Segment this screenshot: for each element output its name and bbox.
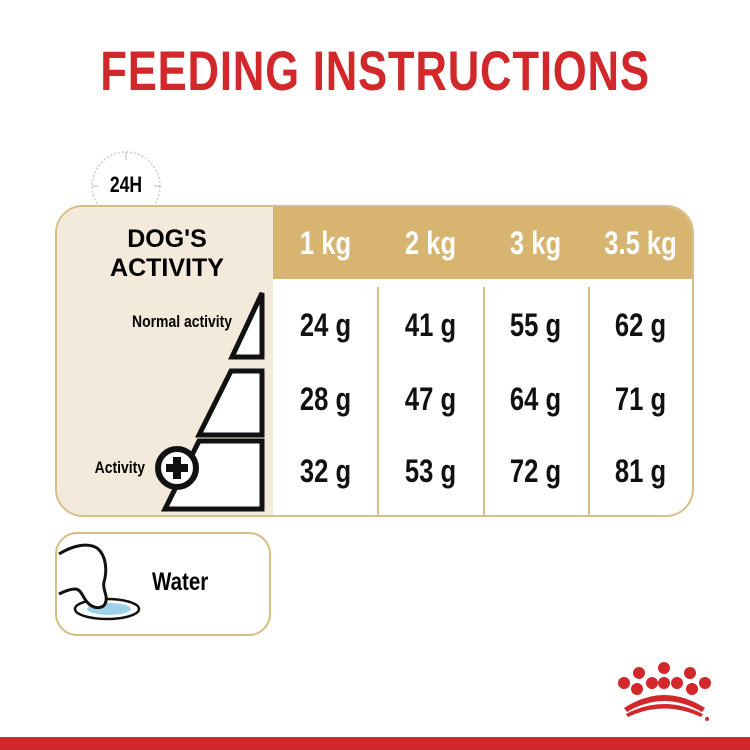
- column-divider: [588, 287, 590, 515]
- column-header: 1 kg: [299, 225, 352, 261]
- weight-header-row: [273, 207, 692, 279]
- water-label: Water: [152, 568, 209, 596]
- royal-canin-crown-logo: [618, 662, 711, 721]
- table-cell: 81 g: [614, 453, 667, 489]
- column-header: 3 kg: [509, 225, 562, 261]
- table-cell: 24 g: [299, 307, 352, 343]
- water-box: Water: [55, 532, 271, 636]
- feeding-table: DOG'S ACTIVITY Normal activity Activity …: [55, 205, 694, 517]
- page-title: FEEDING INSTRUCTIONS: [100, 39, 650, 102]
- activity-label-high: Activity: [94, 458, 145, 477]
- table-cell: 55 g: [509, 307, 562, 343]
- dog-drinking-icon: [58, 543, 141, 621]
- table-cell: 32 g: [299, 453, 352, 489]
- table-cell: 71 g: [614, 381, 667, 417]
- table-cell: 72 g: [509, 453, 562, 489]
- activity-label-normal: Normal activity: [132, 312, 232, 331]
- column-divider: [483, 287, 485, 515]
- table-cell: 28 g: [299, 381, 352, 417]
- column-header: 2 kg: [404, 225, 457, 261]
- column-header: 3.5 kg: [604, 225, 677, 261]
- clock-label: 24H: [109, 172, 143, 197]
- activity-pyramid-icon: [155, 291, 265, 512]
- table-cell: 41 g: [404, 307, 457, 343]
- footer-bar: [0, 737, 750, 750]
- table-cell: 53 g: [404, 453, 457, 489]
- table-cell: 47 g: [404, 381, 457, 417]
- column-divider: [377, 287, 379, 515]
- activity-header: DOG'S ACTIVITY: [110, 225, 224, 282]
- table-cell: 64 g: [509, 381, 562, 417]
- table-cell: 62 g: [614, 307, 667, 343]
